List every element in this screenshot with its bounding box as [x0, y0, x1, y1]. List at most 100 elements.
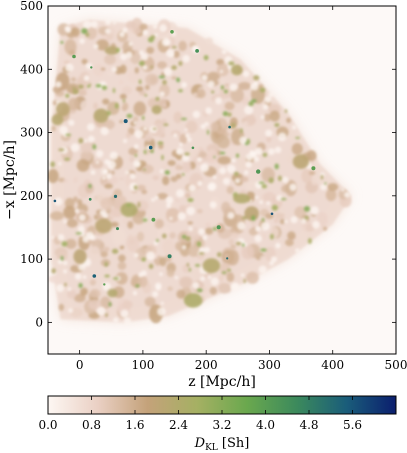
- void-cell: [200, 123, 206, 130]
- density-cell: [144, 84, 150, 91]
- cluster-blob: [164, 170, 170, 175]
- void-cell: [204, 247, 210, 253]
- void-cell: [229, 83, 238, 92]
- density-cell: [100, 67, 106, 71]
- density-cell: [170, 176, 178, 183]
- peak-point: [123, 119, 128, 124]
- peak-point: [151, 217, 156, 222]
- y-tick-label: 400: [20, 62, 43, 76]
- void-cell: [249, 199, 253, 203]
- cluster-blob: [104, 274, 110, 278]
- cluster-blob: [188, 267, 192, 272]
- peak-point: [113, 194, 118, 198]
- void-cell: [157, 307, 166, 316]
- density-cell: [218, 274, 224, 282]
- void-cell: [151, 198, 155, 202]
- void-cell: [281, 176, 289, 184]
- cluster-blob: [64, 282, 67, 287]
- cluster-blob: [203, 55, 209, 61]
- density-cell: [56, 156, 62, 162]
- density-cell: [187, 245, 200, 257]
- cluster-blob: [161, 154, 164, 161]
- density-cell: [217, 77, 226, 84]
- void-cell: [74, 273, 82, 280]
- void-cell: [188, 226, 193, 232]
- density-cell: [327, 183, 339, 191]
- density-cell: [129, 156, 135, 163]
- peak-point: [226, 257, 229, 260]
- density-cell: [126, 132, 131, 139]
- void-cell: [255, 195, 259, 199]
- void-cell: [163, 67, 172, 76]
- cluster-blob: [196, 241, 202, 247]
- cluster-blob: [134, 154, 138, 157]
- density-cell: [88, 246, 101, 262]
- void-cell: [176, 189, 185, 198]
- density-cell: [137, 231, 145, 242]
- cluster-blob: [156, 239, 159, 242]
- cluster-blob: [112, 277, 119, 280]
- void-cell: [192, 110, 201, 119]
- cluster-blob: [270, 233, 274, 240]
- peak-point: [72, 54, 76, 59]
- density-cell: [187, 221, 193, 225]
- void-cell: [56, 284, 65, 293]
- density-cell: [184, 192, 191, 199]
- density-cell: [175, 173, 182, 179]
- density-cell: [126, 234, 140, 252]
- density-cell: [80, 150, 93, 162]
- cluster-blob: [151, 105, 162, 115]
- cluster-blob: [65, 133, 72, 136]
- y-tick-label: 100: [20, 252, 43, 266]
- density-cell: [307, 193, 313, 200]
- cluster-blob: [51, 114, 64, 126]
- density-cell: [311, 177, 318, 186]
- density-cell: [273, 217, 279, 224]
- density-cell: [175, 164, 181, 171]
- void-cell: [87, 123, 95, 131]
- density-cell: [325, 188, 337, 202]
- density-cell: [102, 119, 115, 130]
- cluster-blob: [148, 263, 154, 269]
- void-cell: [102, 168, 109, 174]
- void-cell: [82, 235, 90, 243]
- void-cell: [259, 200, 263, 205]
- void-cell: [260, 115, 265, 120]
- cluster-blob: [227, 112, 232, 117]
- cluster-blob: [142, 218, 148, 222]
- density-cell: [66, 218, 78, 228]
- density-cell: [230, 232, 239, 239]
- colorbar-tick-label: 5.6: [343, 418, 362, 432]
- density-cell: [159, 256, 167, 267]
- void-cell: [209, 201, 217, 209]
- density-cell: [136, 86, 144, 92]
- cluster-blob: [144, 94, 148, 97]
- cluster-blob: [95, 218, 113, 234]
- void-cell: [184, 128, 188, 132]
- peak-point: [167, 254, 172, 259]
- cluster-blob: [243, 278, 246, 284]
- void-cell: [166, 49, 175, 58]
- cluster-blob: [244, 206, 259, 221]
- colorbar-label-sub: KL: [205, 443, 218, 453]
- density-cell: [85, 183, 94, 194]
- x-tick-label: 0: [76, 358, 84, 372]
- cluster-blob: [135, 284, 140, 288]
- density-cell: [171, 76, 177, 80]
- cluster-blob: [104, 46, 120, 55]
- density-cell: [119, 177, 124, 181]
- density-cell: [130, 231, 137, 237]
- void-cell: [244, 105, 254, 115]
- cluster-blob: [181, 173, 185, 176]
- void-cell: [344, 191, 351, 198]
- void-cell: [134, 129, 144, 139]
- cluster-blob: [186, 262, 189, 267]
- density-cell: [272, 151, 279, 161]
- cluster-blob: [147, 37, 154, 43]
- cluster-blob: [181, 234, 187, 239]
- density-cell: [119, 120, 124, 123]
- void-cell: [262, 104, 269, 110]
- void-cell: [123, 139, 128, 143]
- void-cell: [113, 317, 119, 324]
- density-cell: [241, 244, 254, 260]
